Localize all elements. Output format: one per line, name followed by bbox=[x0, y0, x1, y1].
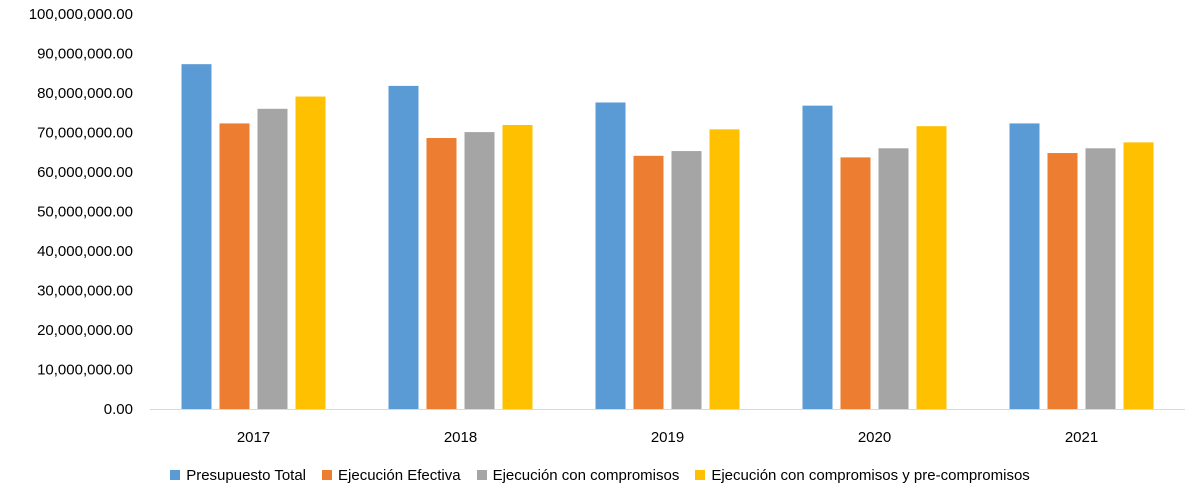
y-tick-label: 0.00 bbox=[104, 401, 133, 418]
bar bbox=[1085, 148, 1116, 410]
y-tick-label: 60,000,000.00 bbox=[37, 164, 133, 181]
bar bbox=[840, 157, 871, 409]
x-tick-label: 2019 bbox=[651, 429, 684, 446]
y-tick-label: 30,000,000.00 bbox=[37, 283, 133, 300]
bar bbox=[916, 126, 947, 410]
legend-label: Presupuesto Total bbox=[186, 466, 307, 484]
legend-entry: Ejecución con compromisos bbox=[476, 466, 680, 484]
y-tick-label: 40,000,000.00 bbox=[37, 243, 133, 260]
legend-swatch bbox=[322, 470, 333, 480]
legend-entry: Presupuesto Total bbox=[170, 467, 306, 484]
x-tick-label: 2021 bbox=[1065, 429, 1098, 446]
bar bbox=[181, 64, 212, 409]
bar bbox=[633, 155, 664, 409]
bar-chart: 0.00 10,000,000.00 20,000,000.00 30,000,000… bbox=[29, 6, 1185, 446]
bar bbox=[219, 123, 250, 409]
bar bbox=[709, 129, 740, 409]
legend-label: Ejecución con compromisos bbox=[492, 466, 680, 484]
bar bbox=[1047, 153, 1078, 409]
bars bbox=[181, 64, 1154, 410]
y-axis-ticks: 0.00 10,000,000.00 20,000,000.00 30,000,000… bbox=[29, 6, 133, 418]
y-tick-label: 10,000,000.00 bbox=[37, 362, 133, 379]
legend-entry: Ejecución Efectiva bbox=[322, 467, 461, 484]
bar bbox=[1123, 142, 1154, 409]
bar bbox=[295, 96, 326, 410]
legend-swatch bbox=[476, 470, 487, 480]
bar bbox=[878, 148, 909, 410]
legend: Presupuesto Total Ejecución Efectiva Ejecu… bbox=[0, 463, 1200, 487]
bar bbox=[595, 102, 626, 409]
bar bbox=[502, 124, 533, 410]
y-tick-label: 20,000,000.00 bbox=[37, 322, 133, 339]
legend-label: Ejecución Efectiva bbox=[338, 466, 461, 484]
x-tick-label: 2018 bbox=[444, 429, 477, 446]
y-tick-label: 100,000,000.00 bbox=[29, 6, 133, 23]
bar bbox=[671, 151, 702, 409]
y-tick-label: 80,000,000.00 bbox=[37, 85, 133, 102]
y-tick-label: 70,000,000.00 bbox=[37, 125, 133, 142]
bar bbox=[388, 85, 419, 409]
legend-swatch bbox=[695, 470, 706, 480]
bar bbox=[1009, 123, 1040, 409]
legend-label: Ejecución con compromisos y pre-compromi… bbox=[711, 466, 1030, 484]
y-tick-label: 50,000,000.00 bbox=[37, 204, 133, 221]
x-tick-label: 2017 bbox=[237, 429, 270, 446]
x-tick-label: 2020 bbox=[858, 429, 891, 446]
legend-swatch bbox=[170, 470, 181, 480]
x-axis-labels: 2017 2018 2019 2020 2021 bbox=[237, 429, 1098, 446]
y-tick-label: 90,000,000.00 bbox=[37, 46, 133, 63]
bar bbox=[464, 132, 495, 410]
bar bbox=[426, 138, 457, 409]
bar bbox=[257, 108, 288, 410]
bar bbox=[802, 105, 833, 409]
legend-entry: Ejecución con compromisos y pre-compromi… bbox=[695, 466, 1030, 484]
